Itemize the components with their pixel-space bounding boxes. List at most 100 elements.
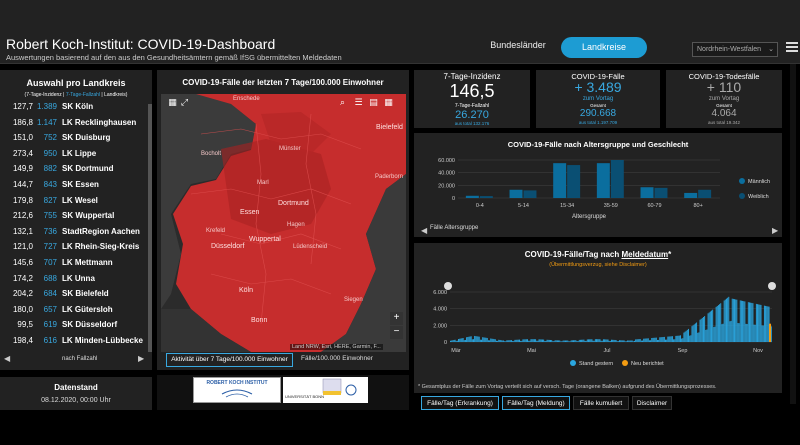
rki-logo[interactable]: ROBERT KOCH INSTITUT: [193, 377, 281, 403]
daily-bar: [742, 300, 744, 342]
list-item-name: LK Unna: [62, 273, 95, 283]
daily-bar: [662, 337, 664, 342]
daily-bar: [659, 337, 661, 342]
tab-cases-meldung[interactable]: Fälle/Tag (Meldung): [502, 396, 570, 410]
daily-bar: [717, 305, 719, 342]
basemap-icon[interactable]: ▤: [369, 97, 378, 107]
map-overview-icon[interactable]: ▦: [168, 97, 177, 107]
list-item-name: LK Lippe: [62, 148, 97, 158]
list-item[interactable]: 186,8 1.147 LK Recklinghausen: [0, 118, 152, 133]
daily-bar: [575, 340, 577, 342]
daily-bar: [586, 339, 588, 342]
kpi-deaths-total-label: Gesamt: [716, 103, 732, 108]
daily-bar: [456, 340, 458, 342]
menu-icon[interactable]: [786, 42, 798, 52]
list-item[interactable]: 132,1 736 StadtRegion Aachen: [0, 227, 152, 242]
list-item[interactable]: 204,2 684 SK Bielefeld: [0, 289, 152, 304]
age-chart-next-icon[interactable]: ▶: [772, 226, 779, 235]
list-item[interactable]: 212,6 755 SK Wuppertal: [0, 211, 152, 226]
landkreis-list: 127,7 1.389 SK Köln 186,8 1.147 LK Recklingha…: [0, 102, 152, 352]
daily-bar: [616, 341, 618, 342]
daily-bar: [726, 298, 727, 342]
list-item[interactable]: 198,4 616 LK Minden-Lübbecke: [0, 336, 152, 351]
search-icon[interactable]: ⌕: [339, 97, 346, 107]
map-label-muenster: Münster: [279, 146, 301, 152]
map-title: COVID-19-Fälle der letzten 7 Tage/100.00…: [182, 78, 384, 87]
zoom-in-button[interactable]: +: [390, 312, 403, 325]
daily-bar: [617, 341, 619, 342]
map-tab-activity[interactable]: Aktivität über 7 Tage/100.000 Einwohner: [166, 353, 293, 367]
sort-next-icon[interactable]: ▶: [138, 354, 145, 363]
list-item-name: SK Düsseldorf: [62, 320, 118, 330]
y-tick-label: 0: [452, 196, 455, 202]
map-label-enschede: Enschede: [233, 96, 260, 102]
layers-icon[interactable]: ☰: [354, 97, 363, 107]
list-item[interactable]: 121,0 727 LK Rhein-Sieg-Kreis: [0, 242, 152, 257]
daily-bar: [758, 304, 760, 342]
daily-bar: [661, 337, 663, 342]
sort-prev-icon[interactable]: ◀: [4, 354, 11, 363]
list-item-name: LK Wesel: [62, 195, 98, 205]
daily-bar: [698, 332, 700, 342]
age-bar: [596, 163, 610, 198]
daily-bar: [566, 340, 568, 342]
daily-bar: [643, 338, 645, 342]
daily-bar: [684, 331, 686, 342]
daily-bar: [759, 304, 761, 342]
daily-bar: [494, 339, 496, 342]
legend-marker: [739, 193, 745, 199]
list-item[interactable]: 99,5 619 SK Düsseldorf: [0, 320, 152, 335]
kpi-incidence: 7-Tage-Inzidenz 146,5 7-Tage-Fallzahl 26…: [414, 70, 530, 128]
list-item-cases: 1.147: [36, 117, 57, 127]
daily-bar: [675, 335, 677, 342]
tab-disclaimer[interactable]: Disclaimer: [632, 396, 672, 410]
tab-cases-erkrankung[interactable]: Fälle/Tag (Erkrankung): [421, 396, 499, 410]
tab-cases-cumulative[interactable]: Fälle kumuliert: [573, 396, 629, 410]
tab-landkreise[interactable]: Landkreise: [561, 37, 647, 58]
list-item[interactable]: 151,0 752 SK Duisburg: [0, 133, 152, 148]
daily-bar: [497, 340, 499, 342]
list-item[interactable]: 179,8 827 LK Wesel: [0, 196, 152, 211]
zoom-out-button[interactable]: −: [390, 326, 403, 339]
daily-bar: [455, 340, 457, 342]
nrw-map[interactable]: Enschede Bielefeld Bocholt Münster Pader…: [161, 94, 406, 352]
list-item[interactable]: 145,6 707 LK Mettmann: [0, 258, 152, 273]
header-bar: [0, 0, 800, 64]
daily-bar: [701, 317, 703, 342]
daily-bar: [562, 340, 564, 342]
kpi-cases-total-label: Gesamt: [590, 103, 606, 108]
daily-bar: [563, 340, 565, 342]
region-select[interactable]: Nordrhein-Westfalen ⌄: [692, 42, 778, 57]
map-expand-icon[interactable]: ⤢: [180, 97, 189, 107]
page-scrollbar[interactable]: [790, 64, 796, 404]
daily-bar: [763, 305, 765, 342]
list-item[interactable]: 144,7 843 SK Essen: [0, 180, 152, 195]
daily-bar: [743, 301, 745, 342]
list-scrollbar[interactable]: [148, 104, 152, 352]
daily-bar: [452, 340, 454, 342]
daily-bar: [665, 339, 666, 342]
daily-bar: [561, 341, 563, 342]
landkreis-panel: [0, 70, 152, 370]
daily-bar: [719, 304, 721, 342]
map-label-krefeld: Krefeld: [206, 228, 226, 234]
map-tab-cases-per-100k[interactable]: Fälle/100.000 Einwohner: [301, 355, 373, 362]
daily-bar: [571, 340, 573, 342]
list-item[interactable]: 127,7 1.389 SK Köln: [0, 102, 152, 117]
list-item[interactable]: 174,2 688 LK Unna: [0, 274, 152, 289]
age-chart-prev-icon[interactable]: ◀: [421, 226, 428, 235]
uni-bonn-logo[interactable]: UNIVERSITÄT BONN: [283, 377, 368, 403]
daily-bar: [714, 326, 716, 342]
list-item[interactable]: 273,4 950 LK Lippe: [0, 149, 152, 164]
daily-bar: [709, 311, 711, 342]
daily-chart-title-link[interactable]: Meldedatum: [621, 250, 669, 259]
list-item[interactable]: 180,0 657 LK Gütersloh: [0, 305, 152, 320]
daily-bar: [473, 339, 474, 342]
kpi-deaths-delta: + 110: [706, 79, 742, 95]
daily-bar: [660, 337, 662, 342]
tab-bundeslaender[interactable]: Bundesländer: [490, 40, 546, 50]
list-item[interactable]: 149,9 882 SK Dortmund: [0, 164, 152, 179]
grid-icon[interactable]: ▦: [384, 97, 393, 107]
age-bar: [684, 192, 698, 198]
daily-chart-subtitle: (Übermittlungsverzug, siehe Disclaimer): [549, 262, 647, 268]
